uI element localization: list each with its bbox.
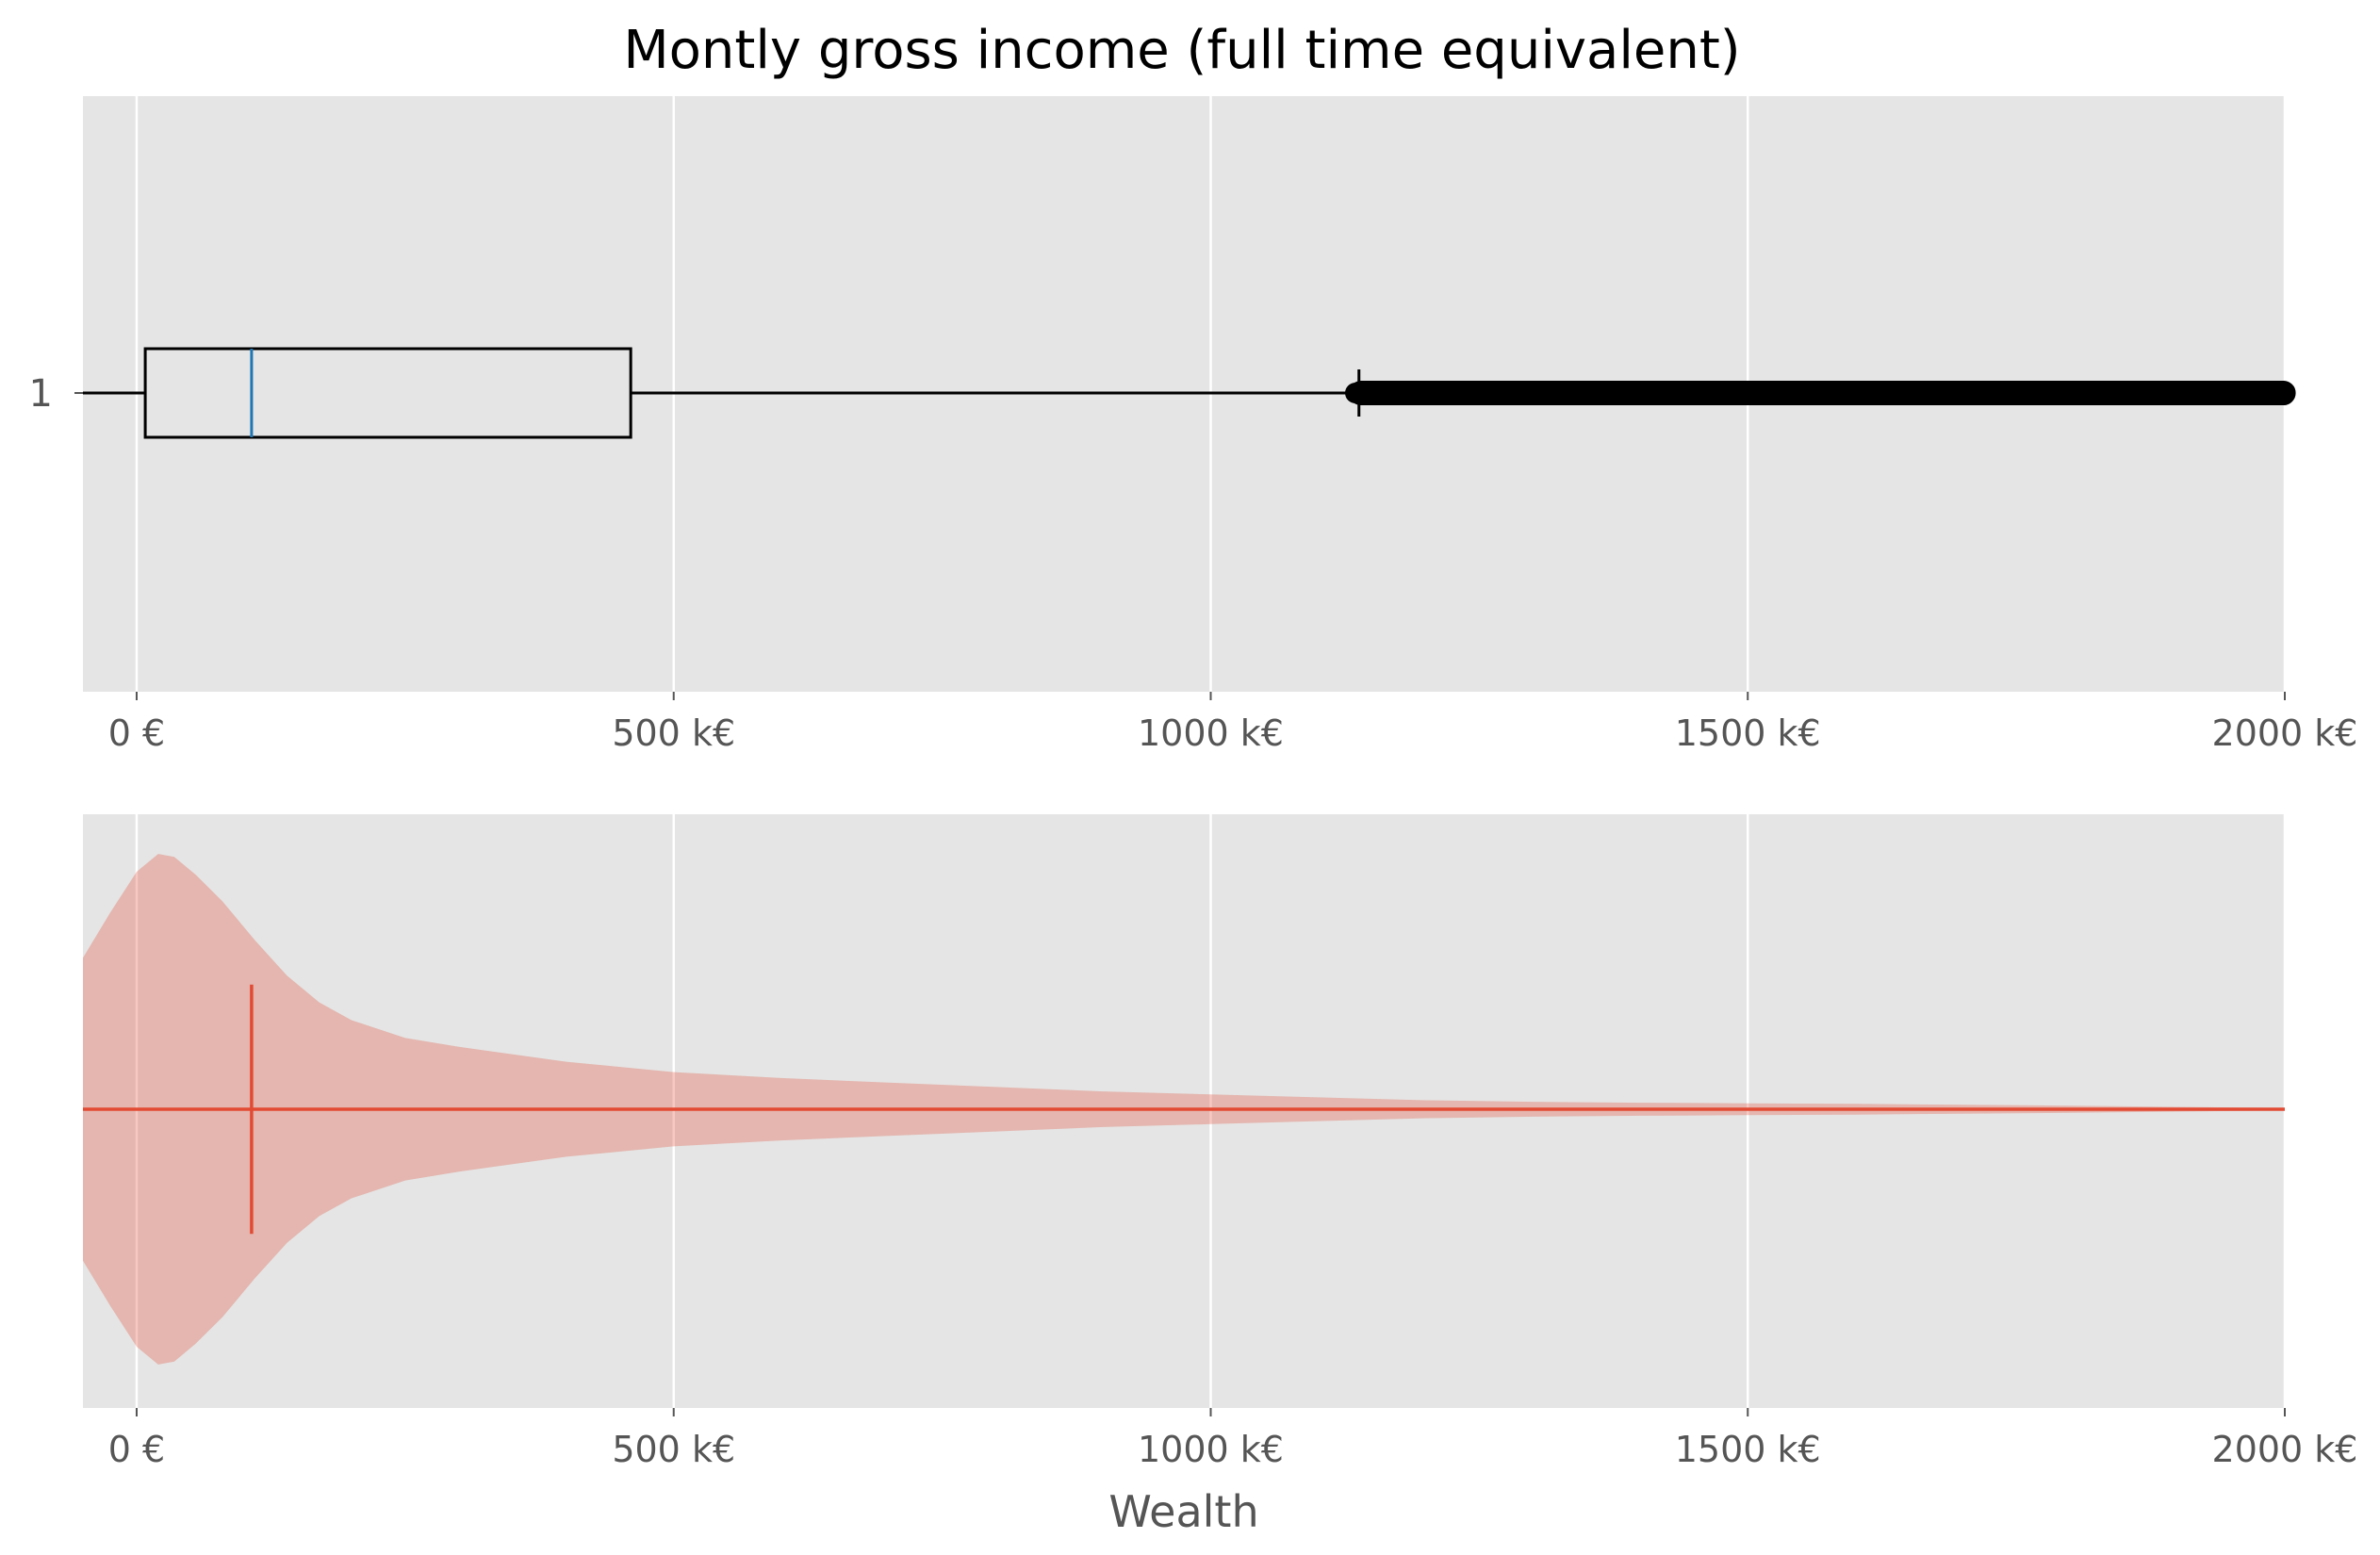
x-tick-label-0: 0 €: [108, 1429, 165, 1470]
x-tick-label-1: 500 k€: [612, 1429, 735, 1470]
x-tick-label-2: 1000 k€: [1138, 712, 1284, 754]
x-tick-label-1: 500 k€: [612, 712, 735, 754]
x-tick-label-4: 2000 k€: [2212, 1429, 2358, 1470]
boxplot-x-axis: 0 € 500 k€ 1000 k€ 1500 k€ 2000 k€: [108, 692, 2358, 754]
x-tick-label-0: 0 €: [108, 712, 165, 754]
outlier-point: [1345, 383, 1367, 403]
x-tick-label-3: 1500 k€: [1675, 1429, 1821, 1470]
violin-panel: 0 € 500 k€ 1000 k€ 1500 k€ 2000 k€: [83, 814, 2357, 1470]
chart-title: Montly gross income (full time equivalen…: [623, 20, 1740, 81]
iqr-box: [143, 347, 632, 439]
boxplot-y-axis: 1: [29, 372, 83, 416]
x-tick-label-3: 1500 k€: [1675, 712, 1821, 754]
x-tick-label-4: 2000 k€: [2212, 712, 2358, 754]
boxplot-panel: 1 0 € 500 k€ 1000 k€ 1500 k€ 2000 k€: [29, 96, 2358, 754]
boxplot-elements: [83, 347, 2296, 439]
x-axis-label: Wealth: [1108, 1486, 1258, 1537]
violin-gridlines: [135, 814, 2287, 1408]
outlier-point: [2271, 381, 2296, 405]
violin-x-axis: 0 € 500 k€ 1000 k€ 1500 k€ 2000 k€: [108, 1408, 2358, 1470]
x-tick-label-2: 1000 k€: [1138, 1429, 1284, 1470]
y-tick-label-1: 1: [29, 372, 53, 416]
violin-elements: [83, 854, 2285, 1365]
violin-background: [83, 814, 2285, 1408]
outliers: [1345, 381, 2296, 405]
